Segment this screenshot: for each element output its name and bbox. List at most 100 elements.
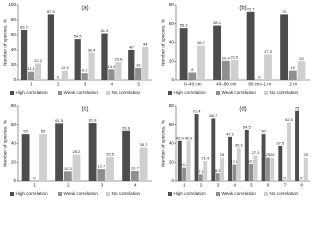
value-label: 87.5 <box>47 9 56 14</box>
y-axis-label: Number of species, % <box>160 18 166 66</box>
value-label: 35.3 <box>235 142 244 147</box>
legend-swatch <box>264 192 268 196</box>
x-tick-label: 3 <box>100 183 103 188</box>
bar <box>47 14 55 80</box>
value-label: 14.3 <box>180 162 189 167</box>
y-tick-label: 40 <box>169 40 175 45</box>
value-label: 0 <box>284 176 287 181</box>
legend-swatch <box>10 192 14 196</box>
bar <box>264 54 272 80</box>
value-label: 7.1 <box>198 169 204 174</box>
bar <box>122 130 131 181</box>
x-tick-label: 80 cm–1 m <box>248 82 271 87</box>
bar <box>101 33 108 80</box>
bar <box>287 122 291 181</box>
value-label: 10.7 <box>131 166 140 171</box>
bar <box>249 163 254 181</box>
value-label: 61.8 <box>89 118 98 123</box>
bar <box>270 157 275 181</box>
value-label: 28.2 <box>73 149 82 154</box>
bar <box>61 70 68 80</box>
y-axis-label: Number of species, % <box>2 119 8 167</box>
y-tick-label: 20 <box>11 62 17 67</box>
legend-swatch <box>168 192 172 196</box>
legend-label: No correlation <box>112 90 141 95</box>
value-label: 0 <box>33 176 36 181</box>
x-tick-label: 1 <box>30 82 33 87</box>
value-label: 18.2 <box>247 159 256 164</box>
bar <box>203 160 208 181</box>
bar <box>55 123 64 181</box>
bar <box>130 170 139 181</box>
y-tick-label: 20 <box>169 58 175 63</box>
legend-label: Weak correlation <box>64 90 99 95</box>
x-tick-label: 4 <box>233 183 236 188</box>
bar <box>211 118 216 181</box>
bar <box>295 110 300 181</box>
x-tick-label: 2 <box>57 82 60 87</box>
value-label: 55.3 <box>180 23 189 28</box>
value-label: 20 <box>299 56 304 61</box>
x-tick-label: 2 m <box>289 82 297 87</box>
x-tick-label: 1 <box>183 183 186 188</box>
value-label: 61.5 <box>55 118 64 123</box>
value-label: 61.9 <box>101 28 110 33</box>
value-label: 0 <box>300 176 303 181</box>
y-tick-label: 40 <box>11 141 17 146</box>
value-label: 42.9 <box>185 135 194 140</box>
legend-swatch <box>216 91 220 95</box>
bar <box>182 167 187 181</box>
legend-swatch <box>264 91 268 95</box>
bar <box>265 157 270 181</box>
y-tick-label: 60 <box>169 21 175 26</box>
value-label: 50 <box>261 129 266 134</box>
legend-label: High correlation <box>174 90 207 95</box>
value-label: 16 <box>136 63 141 68</box>
bar <box>236 147 241 181</box>
value-label: 10.3 <box>64 166 73 171</box>
value-label: 72.7 <box>247 6 256 11</box>
panel-label: (a) <box>81 6 88 12</box>
x-tick-label: 4 <box>111 82 114 87</box>
bar <box>20 29 28 81</box>
bar <box>177 140 182 181</box>
bar <box>288 70 297 80</box>
y-tick-label: 0 <box>171 77 174 82</box>
value-label: 8 <box>191 67 194 72</box>
y-tick-label: 40 <box>11 47 17 52</box>
value-label: 0 <box>258 75 261 80</box>
value-label: 62.5 <box>285 117 294 122</box>
value-label: 75 <box>295 105 300 110</box>
y-tick-label: 80 <box>11 17 17 22</box>
value-label: 17.6 <box>231 159 240 164</box>
bar <box>39 134 47 181</box>
value-label: 27.3 <box>252 150 261 155</box>
x-tick-label: 1 <box>33 183 36 188</box>
y-tick-label: 100 <box>8 2 16 7</box>
bar <box>280 14 289 80</box>
y-tick-label: 0 <box>171 178 174 183</box>
bar <box>261 134 266 181</box>
value-label: 23.8 <box>115 57 124 62</box>
legend-swatch <box>58 192 62 196</box>
legend-swatch <box>10 91 14 95</box>
value-label: 50 <box>23 129 28 134</box>
value-label: 70 <box>282 9 287 14</box>
y-tick-label: 0 <box>13 77 16 82</box>
value-label: 44 <box>143 42 148 47</box>
value-label: 8.3 <box>215 168 221 173</box>
bar <box>215 173 220 181</box>
bar <box>63 171 72 181</box>
legend-swatch <box>106 91 110 95</box>
value-label: 20.4 <box>222 55 231 60</box>
x-tick-label: 4 <box>134 183 137 188</box>
figure: Number of species, %020406080100(a)166.7… <box>2 2 310 196</box>
value-label: 22.2 <box>34 58 43 63</box>
value-label: 54.5 <box>74 34 83 39</box>
bar <box>232 164 237 181</box>
panel-label: (b) <box>239 6 246 12</box>
value-label: 25 <box>304 152 309 157</box>
x-tick-label: 3 <box>217 183 220 188</box>
value-label: 27.3 <box>264 49 273 54</box>
value-label: 14.3 <box>108 64 117 69</box>
